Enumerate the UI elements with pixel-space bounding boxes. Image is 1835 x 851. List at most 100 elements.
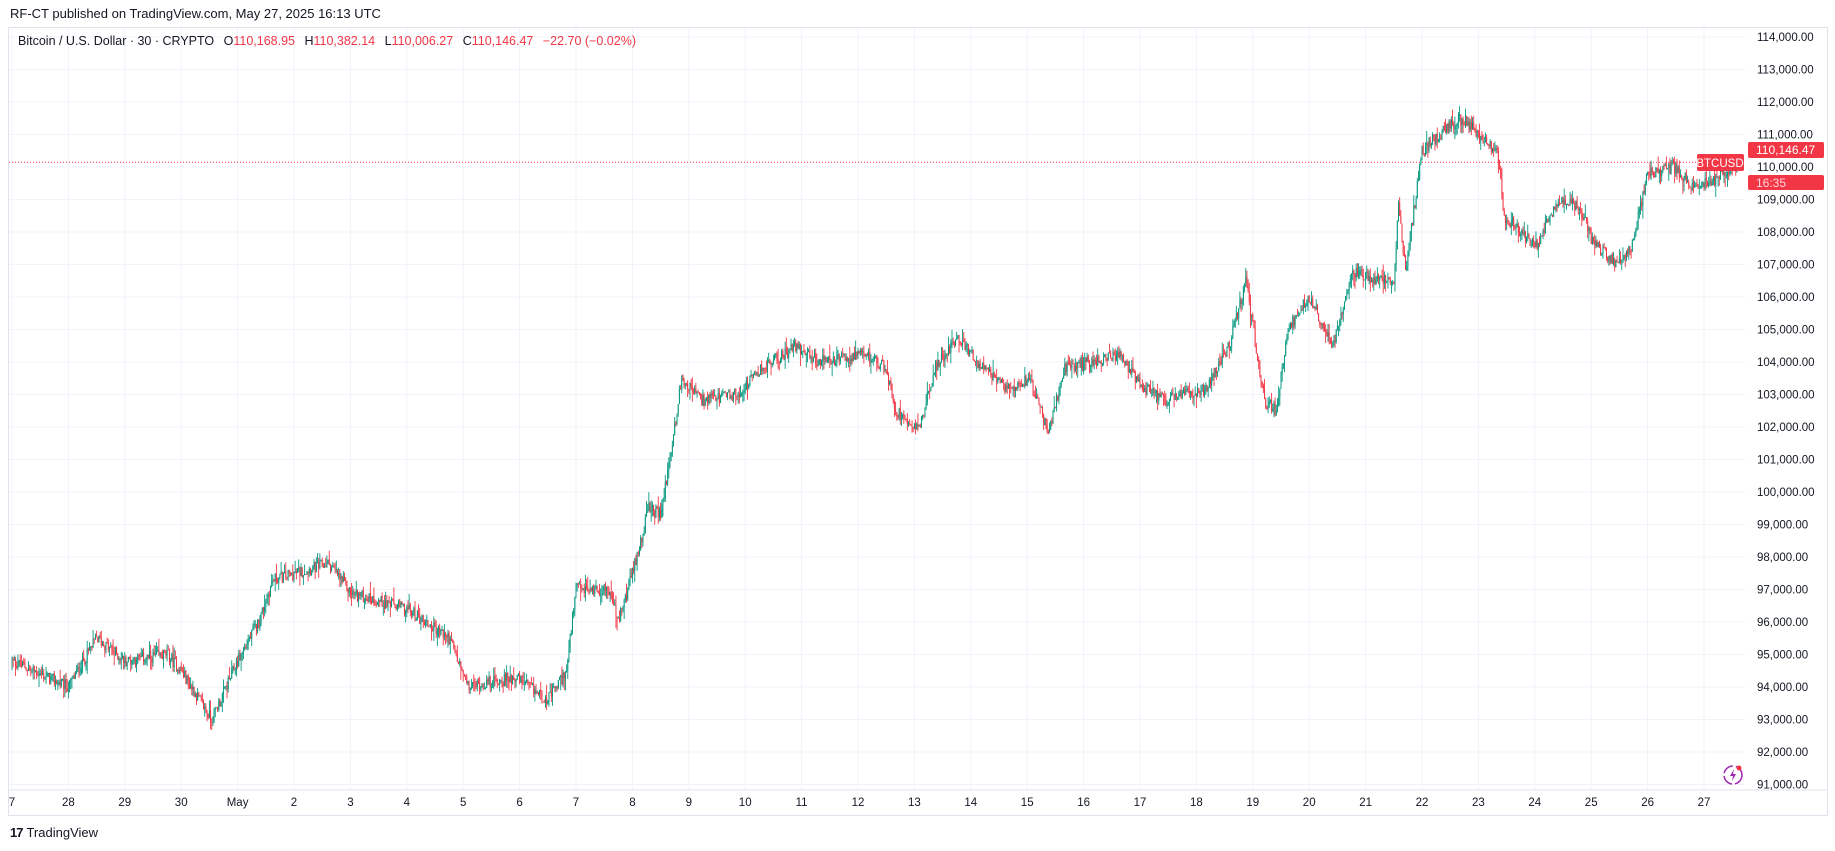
candle [24,658,26,669]
candle-body [651,504,653,511]
candle [990,366,992,378]
candle [1348,281,1350,300]
candle-body [737,393,739,397]
candle [359,591,361,600]
candle-body [1134,370,1136,382]
brand-name[interactable]: TradingView [26,825,99,840]
candle-body [689,383,691,390]
candle-body [1537,243,1539,250]
candle [92,630,94,649]
candle-body [834,357,835,366]
candle-body [1401,223,1403,241]
candle [1134,370,1136,390]
candle [291,572,293,576]
candle-body [809,350,811,358]
candle [510,674,512,691]
candle-body [978,363,980,368]
candle [956,331,958,341]
candle [141,649,143,657]
candle-body [319,560,321,569]
candle-body [439,627,441,635]
candle-body [362,590,364,602]
candle-body [395,606,397,610]
candle-body [627,590,629,600]
candle [1126,359,1128,366]
candle [371,596,373,605]
candle [861,348,863,356]
candle-body [1416,181,1418,199]
candle [225,685,227,691]
candle-body [1284,355,1286,364]
candle-body [227,677,229,690]
candle-body [795,341,797,351]
candle [1509,222,1511,229]
candle [1227,341,1229,348]
candle-body [1449,121,1451,129]
candle [1534,241,1536,250]
candle-body [79,672,81,674]
candle-body [725,392,727,398]
candle-body [777,359,779,362]
candle-body [77,666,79,670]
candle-body [1161,393,1163,395]
candle [1332,340,1334,349]
candle [1449,118,1451,132]
tradingview-logo-icon[interactable]: 17 [10,825,24,840]
candle [561,666,563,686]
candle [345,577,347,586]
candle-body [432,628,434,631]
candle [340,573,342,588]
candle-body [1227,342,1229,347]
candle-body [1010,386,1012,389]
candle [1366,265,1368,280]
candle [1405,254,1407,271]
candle-body [1111,357,1113,361]
candle [1116,350,1117,362]
candle-body [1394,264,1396,284]
candle [1224,349,1226,355]
candle-body [1323,327,1325,331]
candle [107,638,109,653]
candle [897,414,899,420]
candle [664,474,666,503]
price-axis: 114,000.00113,000.00112,000.00111,000.00… [1757,32,1815,792]
lightning-icon[interactable] [1723,765,1743,785]
candle-body [547,700,549,705]
candle-body [772,359,774,364]
candle-body [434,622,436,627]
candle-body [1492,148,1493,152]
time-tick-label: 3 [347,797,353,809]
candle [877,357,879,369]
candle [1372,277,1374,288]
candle [527,679,529,686]
candle-body [705,397,707,401]
candle [1694,180,1696,188]
candle-body [1591,236,1593,244]
candle-body [1085,357,1087,362]
candle [1054,406,1056,409]
candle-body [989,368,991,371]
candle [59,669,61,689]
candle-body [915,423,917,430]
candle-body [309,568,311,575]
candle-body [1474,129,1476,132]
candle [1689,185,1691,189]
candle-body [1003,382,1005,384]
candle-body [466,676,468,684]
candle [1709,170,1711,186]
candle-body [164,650,166,652]
candle [1403,245,1405,258]
candle [514,678,516,689]
candle-body [938,359,940,367]
candle [1294,314,1296,329]
candle [1302,299,1304,315]
candle [349,587,351,599]
candle [73,672,75,680]
candle-body [979,363,981,369]
price-tick-label: 103,000.00 [1757,390,1815,402]
candle-body [475,686,477,688]
candle [183,664,185,679]
symbol-title[interactable]: Bitcoin / U.S. Dollar · 30 · CRYPTO [18,34,215,48]
candle-body [1081,357,1083,370]
